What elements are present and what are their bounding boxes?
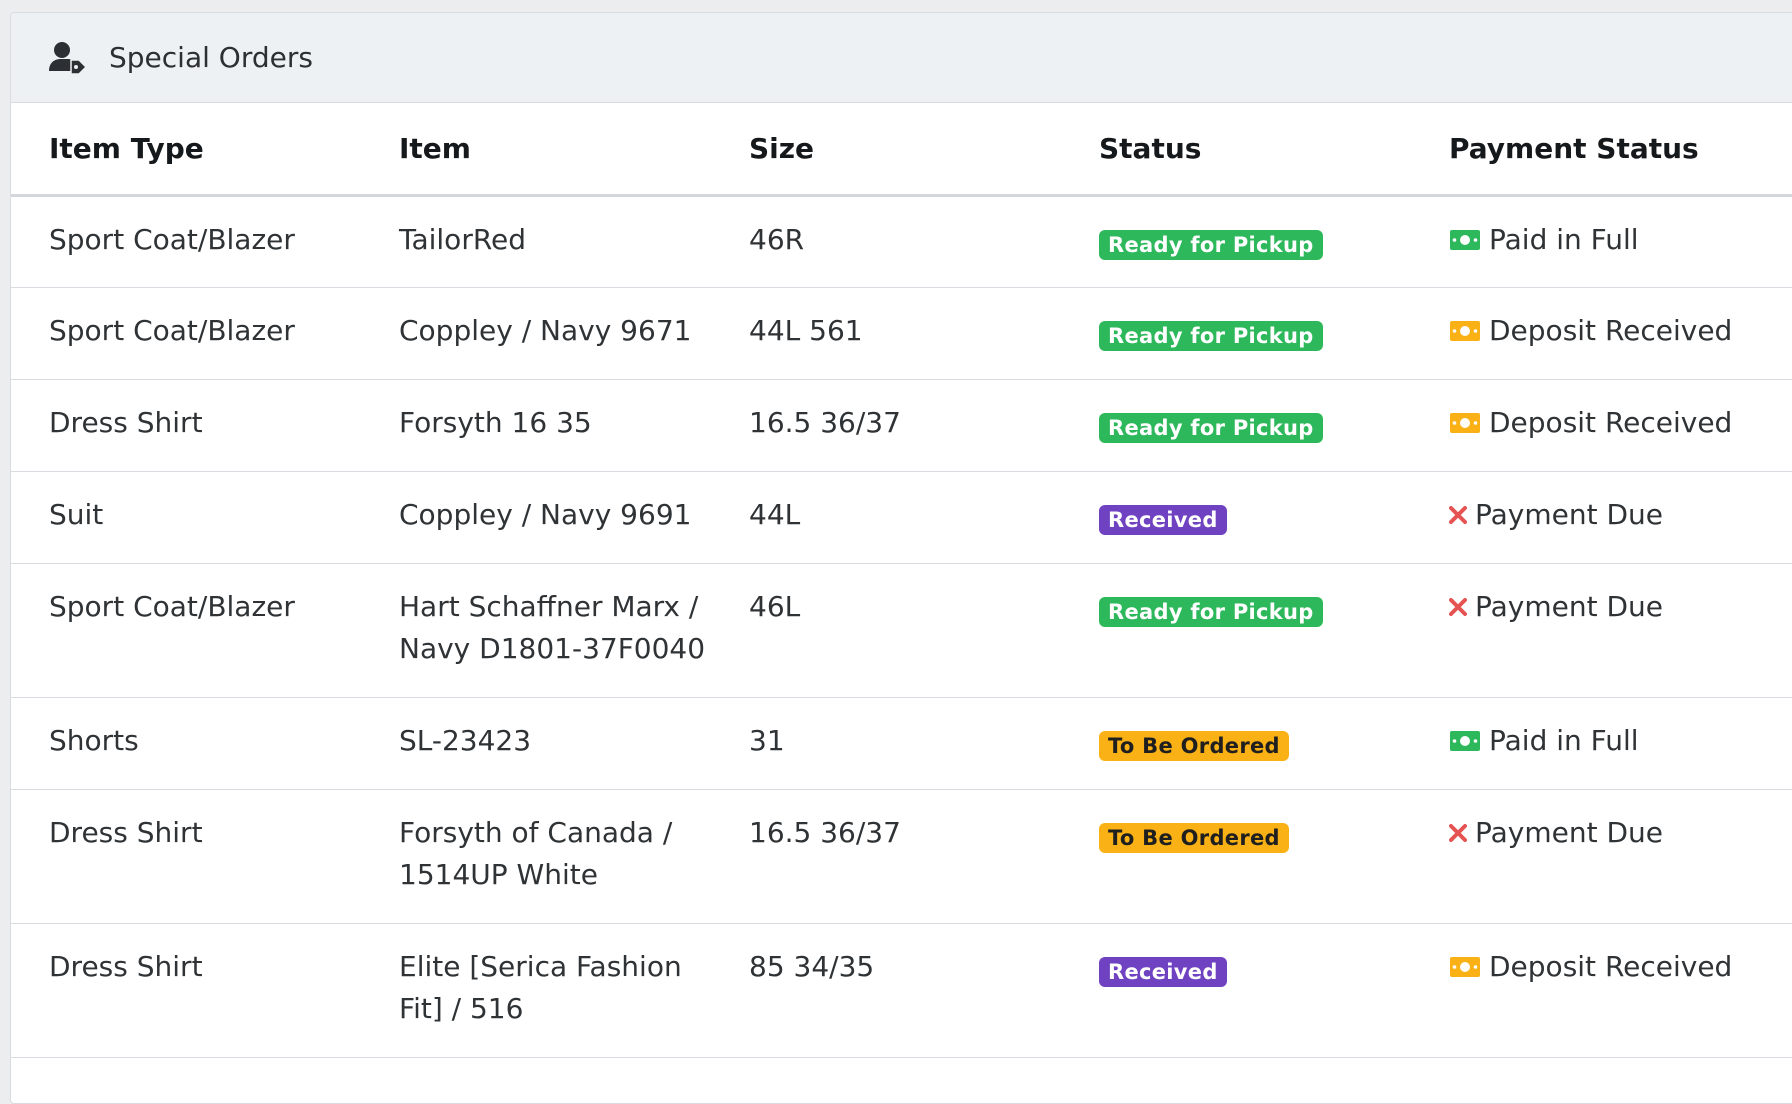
cell-item-type: Shorts	[11, 697, 361, 790]
cell-payment-status: Deposit Received	[1411, 923, 1792, 1058]
cell-payment-status: Deposit Received	[1411, 379, 1792, 472]
status-badge: Received	[1099, 956, 1227, 987]
table-row[interactable]: Shorts SL-23423 31 To Be Ordered Paid in Ful…	[11, 697, 1792, 790]
user-tag-icon	[49, 41, 89, 75]
status-badge: Ready for Pickup	[1099, 320, 1323, 351]
money-bill-icon	[1449, 730, 1481, 752]
cell-payment-status: Paid in Full	[1411, 697, 1792, 790]
cell-payment-status: Payment Due	[1411, 471, 1792, 564]
status-badge: Ready for Pickup	[1099, 412, 1323, 443]
cell-item-type: Sport Coat/Blazer	[11, 195, 361, 288]
cell-item: Elite [Serica Fashion Fit] / 516	[361, 923, 711, 1058]
money-bill-icon	[1449, 229, 1481, 251]
money-bill-icon	[1449, 956, 1481, 978]
cell-size: 16.5 36/37	[711, 379, 1061, 472]
cell-size: 16.5 36/37	[711, 789, 1061, 924]
payment-status-label: Deposit Received	[1489, 405, 1733, 439]
column-header-item[interactable]: Item	[361, 103, 711, 197]
table-row[interactable]: Suit Coppley / Navy 9691 44L Received Paymen…	[11, 471, 1792, 564]
x-mark-icon	[1449, 597, 1467, 616]
money-bill-icon	[1449, 320, 1481, 342]
cell-size: 44L	[711, 471, 1061, 564]
cell-size: 46L	[711, 563, 1061, 698]
cell-item-type: Sport Coat/Blazer	[11, 287, 361, 380]
cell-item-type: Dress Shirt	[11, 789, 361, 924]
table-row[interactable]: Dress Shirt Elite [Serica Fashion Fit] / …	[11, 923, 1792, 1058]
table-row[interactable]: Sport Coat/Blazer Coppley / Navy 9671 44L …	[11, 287, 1792, 380]
special-orders-table: Item Type Item Size Status Payment Statu…	[11, 103, 1792, 1058]
cell-payment-status: Deposit Received	[1411, 287, 1792, 380]
payment-status: Payment Due	[1449, 586, 1663, 628]
payment-status: Paid in Full	[1449, 219, 1639, 261]
cell-status: Ready for Pickup	[1061, 195, 1411, 288]
cell-item-type: Dress Shirt	[11, 923, 361, 1058]
cell-item: TailorRed	[361, 195, 711, 288]
card-title: Special Orders	[109, 41, 313, 74]
column-header-payment-status[interactable]: Payment Status	[1411, 103, 1792, 197]
cell-item: Forsyth of Canada / 1514UP White	[361, 789, 711, 924]
payment-status-label: Deposit Received	[1489, 949, 1733, 983]
cell-payment-status: Payment Due	[1411, 789, 1792, 924]
cell-status: To Be Ordered	[1061, 789, 1411, 924]
payment-status-label: Deposit Received	[1489, 313, 1733, 347]
payment-status: Payment Due	[1449, 812, 1663, 854]
payment-status: Deposit Received	[1449, 946, 1732, 988]
cell-status: Received	[1061, 923, 1411, 1058]
payment-status-label: Paid in Full	[1489, 723, 1639, 757]
status-badge: To Be Ordered	[1099, 730, 1289, 761]
cell-size: 46R	[711, 195, 1061, 288]
cell-payment-status: Payment Due	[1411, 563, 1792, 698]
payment-status-label: Payment Due	[1475, 815, 1664, 849]
cell-status: Ready for Pickup	[1061, 563, 1411, 698]
cell-item-type: Dress Shirt	[11, 379, 361, 472]
column-header-status[interactable]: Status	[1061, 103, 1411, 197]
status-badge: Received	[1099, 504, 1227, 535]
cell-item: Hart Schaffner Marx / Navy D1801-37F0040	[361, 563, 711, 698]
payment-status-label: Payment Due	[1475, 589, 1664, 623]
cell-size: 85 34/35	[711, 923, 1061, 1058]
cell-status: To Be Ordered	[1061, 697, 1411, 790]
cell-status: Ready for Pickup	[1061, 287, 1411, 380]
cell-item: Forsyth 16 35	[361, 379, 711, 472]
table-row[interactable]: Sport Coat/Blazer TailorRed 46R Ready for P…	[11, 195, 1792, 288]
column-header-item-type[interactable]: Item Type	[11, 103, 361, 197]
status-badge: Ready for Pickup	[1099, 596, 1323, 627]
cell-payment-status: Paid in Full	[1411, 195, 1792, 288]
cell-size: 44L 561	[711, 287, 1061, 380]
status-badge: Ready for Pickup	[1099, 229, 1323, 260]
cell-item-type: Suit	[11, 471, 361, 564]
payment-status-label: Paid in Full	[1489, 222, 1639, 256]
cell-item: SL-23423	[361, 697, 711, 790]
status-badge: To Be Ordered	[1099, 822, 1289, 853]
special-orders-card: Special Orders Item Type Item Size Statu…	[10, 12, 1792, 1104]
table-row[interactable]: Dress Shirt Forsyth 16 35 16.5 36/37 Ready …	[11, 379, 1792, 472]
table-header-row: Item Type Item Size Status Payment Statu…	[11, 103, 1792, 197]
payment-status-label: Payment Due	[1475, 497, 1664, 531]
cell-status: Received	[1061, 471, 1411, 564]
card-header: Special Orders	[11, 13, 1792, 103]
cell-status: Ready for Pickup	[1061, 379, 1411, 472]
cell-item-type: Sport Coat/Blazer	[11, 563, 361, 698]
cell-item: Coppley / Navy 9691	[361, 471, 711, 564]
x-mark-icon	[1449, 823, 1467, 842]
column-header-size[interactable]: Size	[711, 103, 1061, 197]
payment-status: Paid in Full	[1449, 720, 1639, 762]
x-mark-icon	[1449, 505, 1467, 524]
table-row[interactable]: Dress Shirt Forsyth of Canada / 1514UP Wh…	[11, 789, 1792, 924]
payment-status: Deposit Received	[1449, 310, 1732, 352]
money-bill-icon	[1449, 412, 1481, 434]
payment-status: Deposit Received	[1449, 402, 1732, 444]
payment-status: Payment Due	[1449, 494, 1663, 536]
table-row[interactable]: Sport Coat/Blazer Hart Schaffner Marx / N…	[11, 563, 1792, 698]
cell-item: Coppley / Navy 9671	[361, 287, 711, 380]
cell-size: 31	[711, 697, 1061, 790]
